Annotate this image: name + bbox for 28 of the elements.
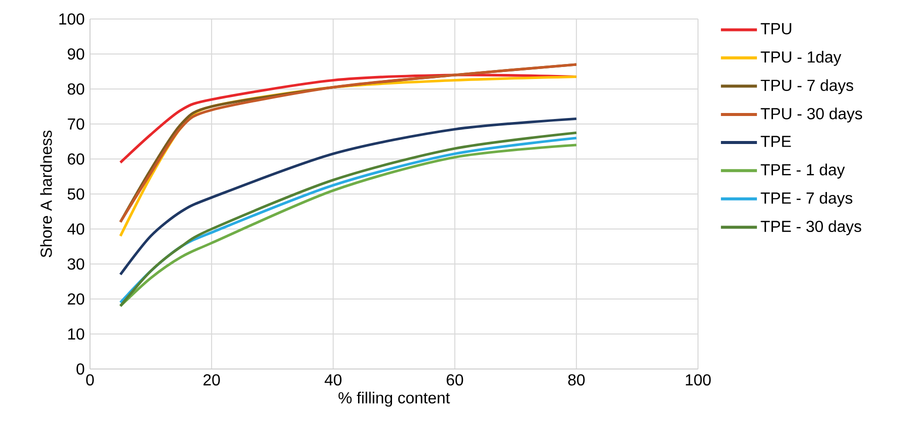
- y-tick-label: 90: [68, 48, 84, 60]
- y-tick-label: 50: [68, 188, 84, 200]
- x-tick-label: 20: [204, 374, 220, 386]
- legend-label: TPE - 7 days: [760, 192, 852, 207]
- line-series: [119, 117, 578, 276]
- y-tick-label: 100: [59, 13, 84, 25]
- y-tick-label: 20: [68, 293, 84, 305]
- y-tick-label: 10: [68, 328, 84, 340]
- y-tick-label: 40: [67, 223, 84, 235]
- legend-label: TPU - 30 days: [760, 108, 862, 123]
- legend-label: TPE - 30 days: [760, 220, 862, 236]
- x-tick-label: 80: [568, 374, 585, 386]
- y-tick-label: 80: [68, 83, 84, 95]
- legend-label: TPE - 1 day: [760, 164, 845, 179]
- y-tick-label: 60: [68, 153, 84, 165]
- x-tick-label: 100: [686, 374, 711, 386]
- x-tick-label: 40: [324, 374, 342, 386]
- y-tick-label: 30: [68, 258, 84, 270]
- x-tick-label: 0: [86, 374, 94, 386]
- legend-label: TPU: [760, 23, 792, 34]
- legend-label: TPU - 1day: [760, 50, 842, 66]
- x-tick-label: 60: [446, 374, 464, 386]
- y-tick-label: 70: [68, 118, 84, 130]
- legend-label: TPE: [760, 136, 791, 147]
- y-tick-label: 0: [76, 363, 84, 375]
- y-axis-title: Shore A hardness: [40, 130, 52, 258]
- legend-label: TPU - 7 days: [760, 79, 854, 94]
- x-axis-title: % filling content: [338, 392, 450, 407]
